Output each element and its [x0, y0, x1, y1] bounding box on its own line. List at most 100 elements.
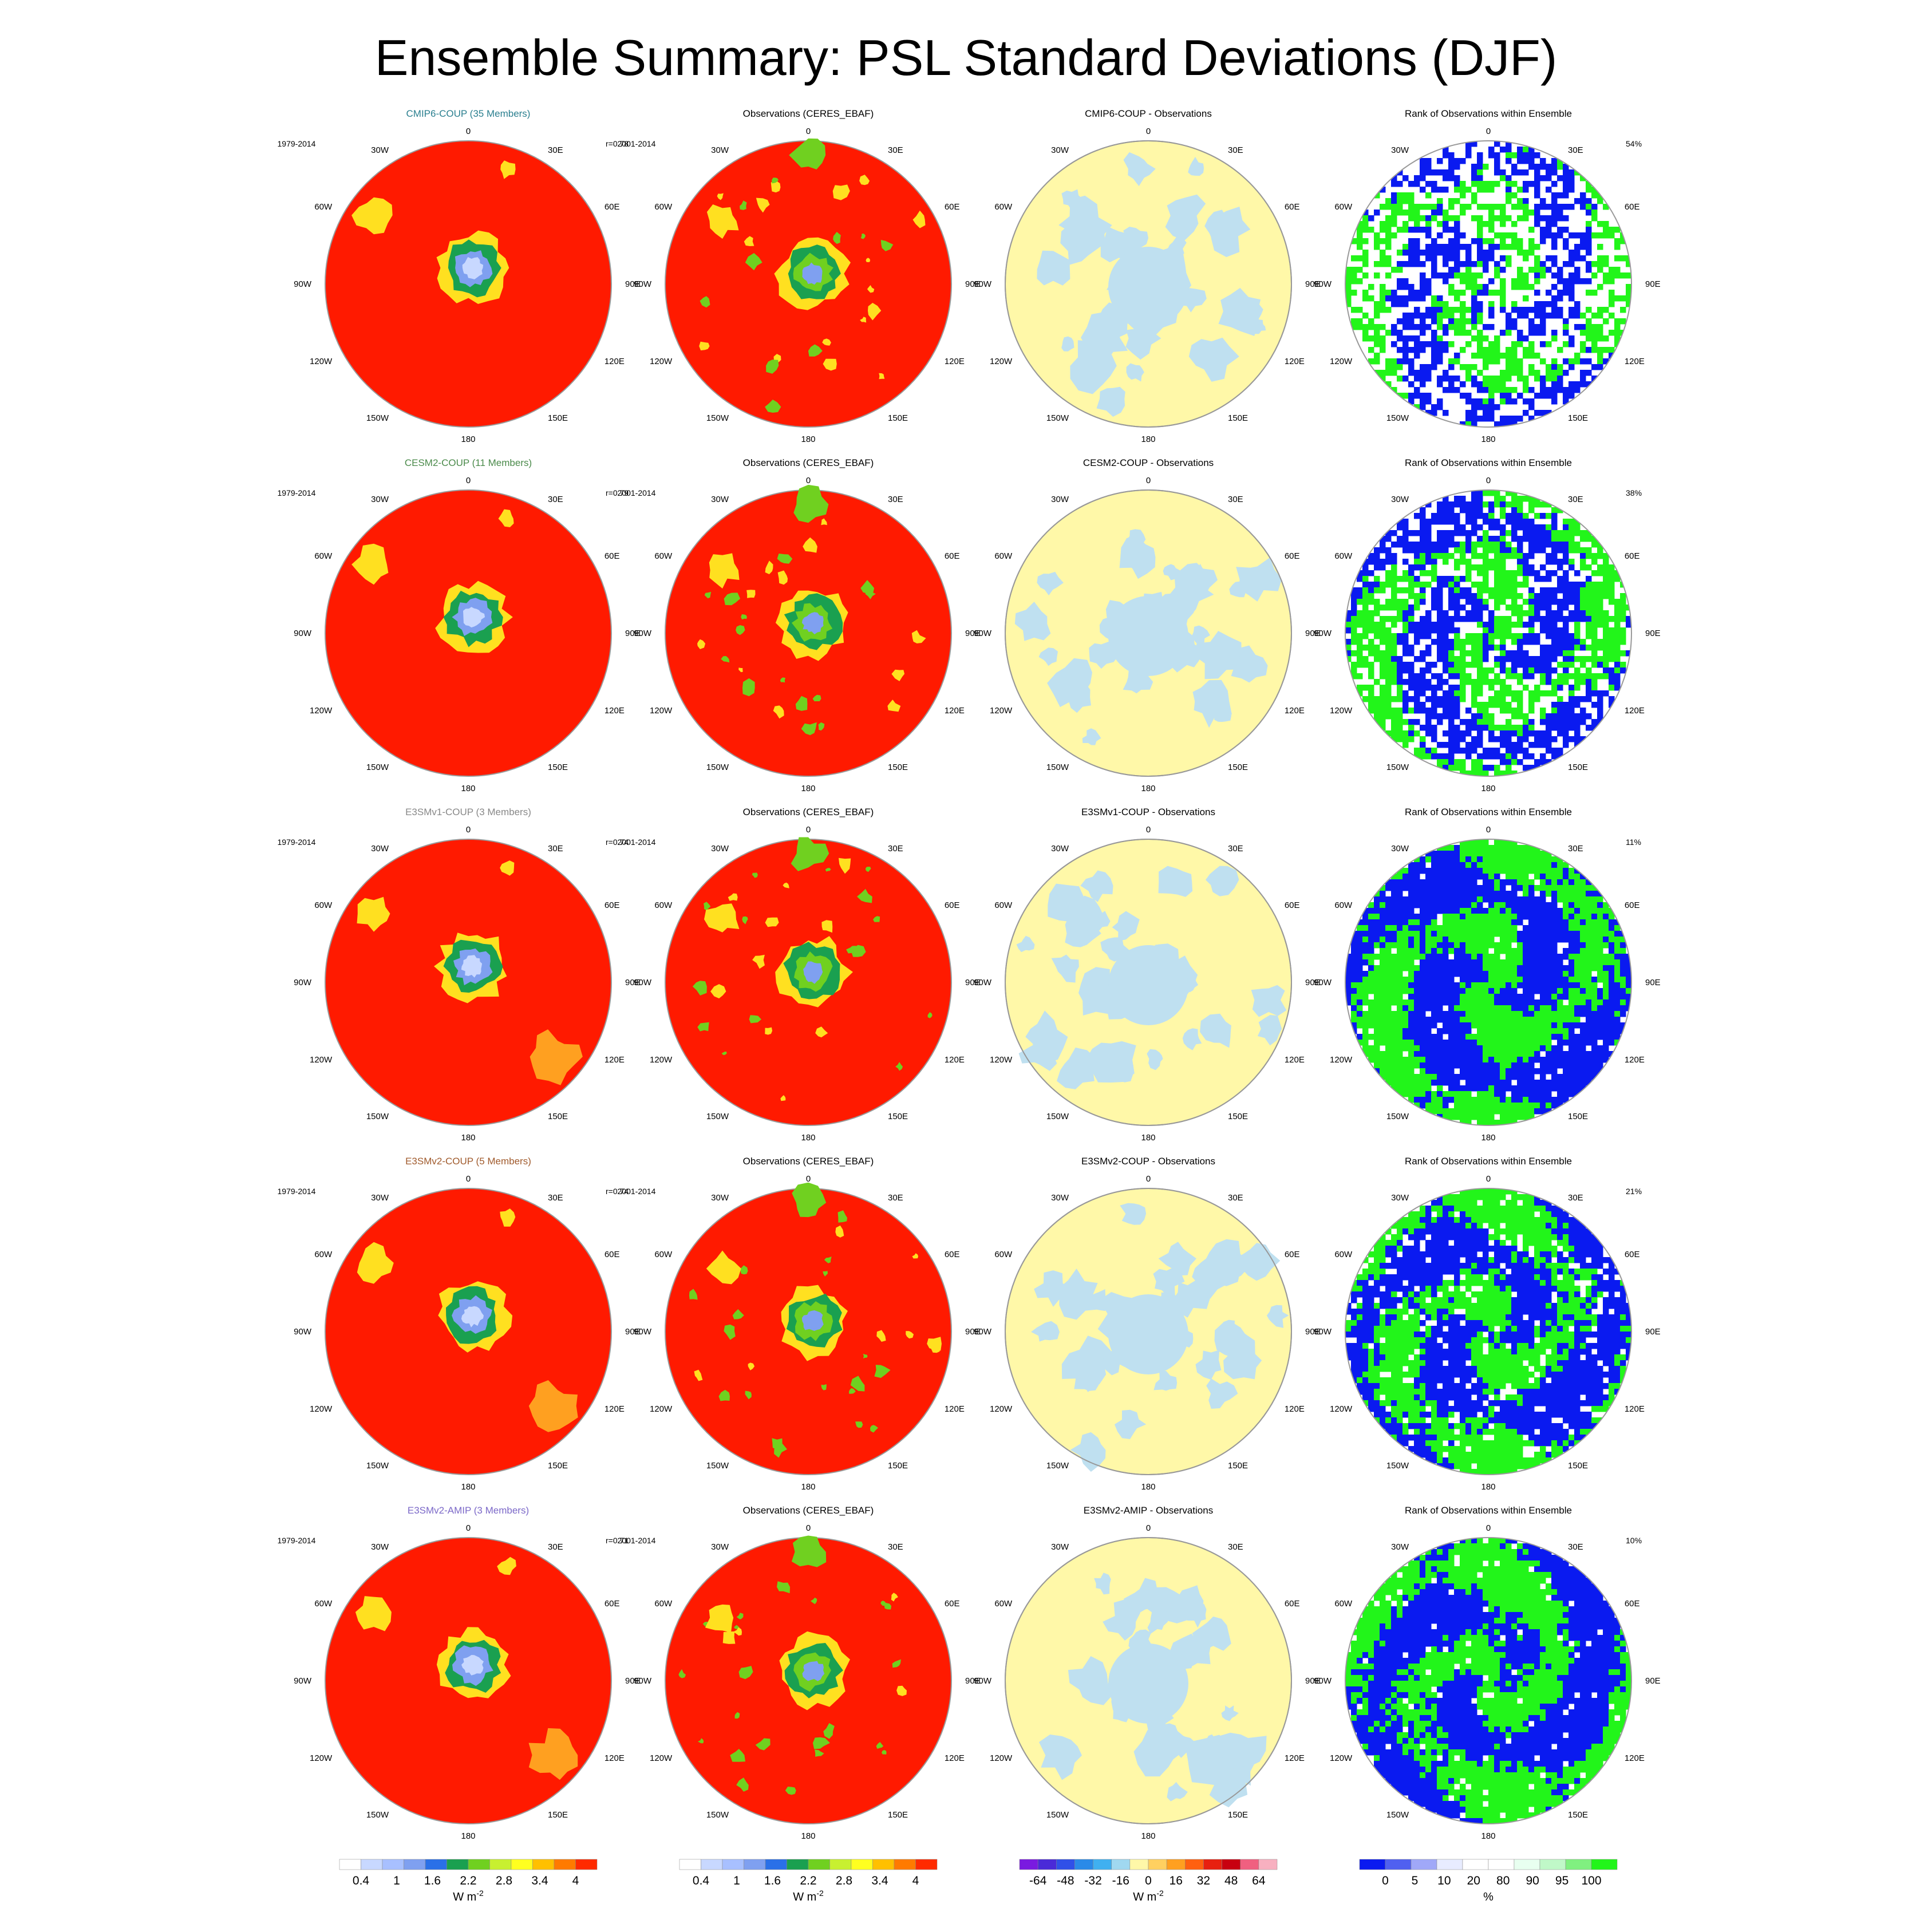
rank-cell [1597, 690, 1603, 697]
rank-cell [1597, 925, 1603, 931]
rank-cell [1620, 937, 1626, 943]
rank-cell [1574, 524, 1581, 531]
rank-cell [1437, 656, 1443, 662]
rank-cell [1454, 1108, 1460, 1115]
rank-cell [1494, 645, 1500, 651]
rank-cell [1591, 192, 1598, 199]
rank-cell [1580, 942, 1586, 949]
anomaly-patch [1031, 1321, 1060, 1342]
rank-cell [1534, 919, 1540, 926]
rank-cell [1546, 1062, 1552, 1069]
rank-cell [1471, 862, 1477, 868]
rank-cell [1443, 250, 1449, 256]
rank-cell [1517, 272, 1523, 279]
rank-cell [1603, 221, 1609, 227]
rank-cell [1488, 221, 1495, 227]
rank-cell [1609, 931, 1615, 937]
lon-label-right: 90E [625, 279, 641, 289]
rank-cell [1408, 616, 1415, 622]
rank-cell [1563, 937, 1569, 943]
rank-cell [1420, 553, 1426, 559]
rank-cell [1511, 1028, 1518, 1034]
observations-title: Observations (CERES_EBAF) [743, 1156, 874, 1167]
rank-cell [1391, 587, 1397, 594]
rank-cell [1414, 1085, 1420, 1092]
rank-cell [1357, 255, 1363, 262]
rank-cell [1500, 988, 1506, 994]
rank-cell [1374, 696, 1380, 702]
rank-cell [1437, 519, 1443, 525]
rank-cell [1448, 874, 1455, 880]
rank-cell [1460, 496, 1466, 502]
lon-label-top: 0 [466, 127, 471, 136]
rank-cell [1557, 605, 1563, 611]
rank-cell [1345, 622, 1352, 628]
rank-cell [1477, 227, 1483, 233]
rank-cell [1374, 353, 1380, 359]
rank-cell [1563, 874, 1569, 880]
rank-cell [1471, 977, 1477, 983]
rank-cell [1597, 639, 1603, 645]
rank-cell [1597, 599, 1603, 605]
rank-cell [1591, 627, 1598, 634]
rank-cell [1500, 1011, 1506, 1017]
rank-cell [1437, 891, 1443, 897]
rank-cell [1385, 937, 1392, 943]
rank-cell [1546, 370, 1552, 376]
rank-cell [1528, 347, 1535, 353]
rank-cell [1534, 902, 1540, 908]
rank-cell [1609, 937, 1615, 943]
rank-cell [1443, 856, 1449, 863]
rank-cell [1408, 1022, 1415, 1029]
rank-cell [1506, 347, 1512, 353]
rank-cell [1563, 553, 1569, 559]
rank-cell [1368, 570, 1374, 576]
anomaly-patch [821, 518, 827, 526]
rank-cell [1511, 152, 1518, 159]
rank-cell [1397, 685, 1403, 691]
rank-cell [1465, 542, 1472, 548]
rank-cell [1431, 250, 1437, 256]
rank-cell [1494, 272, 1500, 279]
rank-cell [1431, 404, 1437, 410]
rank-cell [1351, 272, 1357, 279]
rank-cell [1357, 1005, 1363, 1012]
rank-cell [1546, 942, 1552, 949]
rank-cell [1574, 353, 1581, 359]
rank-cell [1414, 1028, 1420, 1034]
rank-cell [1591, 261, 1598, 267]
rank-cell [1488, 152, 1495, 159]
rank-cell [1563, 324, 1569, 330]
rank-cell [1465, 330, 1472, 336]
rank-cell [1460, 673, 1466, 679]
rank-cell [1614, 570, 1621, 576]
lon-label-left: 150W [366, 1461, 389, 1471]
rank-cell [1557, 295, 1563, 302]
lon-label-right: 60E [1285, 900, 1300, 910]
anomaly-patch [912, 210, 926, 228]
rank-cell [1551, 685, 1558, 691]
rank-cell [1563, 559, 1569, 565]
rank-cell [1425, 982, 1432, 989]
rank-cell [1454, 318, 1460, 325]
rank-cell [1511, 519, 1518, 525]
rank-cell [1597, 284, 1603, 290]
rank-cell [1528, 1103, 1535, 1109]
rank-cell [1420, 656, 1426, 662]
anomaly-patch [1108, 1048, 1132, 1069]
rank-cell [1568, 335, 1575, 342]
rank-cell [1591, 313, 1598, 319]
observations-title: Observations (CERES_EBAF) [743, 108, 874, 119]
rank-cell [1460, 559, 1466, 565]
rank-cell [1568, 519, 1575, 525]
correlation-label: r=0.74 [606, 1187, 629, 1196]
rank-cell [1506, 530, 1512, 536]
rank-cell [1414, 965, 1420, 971]
rank-cell [1506, 999, 1512, 1006]
rank-cell [1374, 988, 1380, 994]
rank-cell [1465, 341, 1472, 347]
rank-cell [1408, 999, 1415, 1006]
rank-cell [1380, 667, 1386, 674]
rank-cell [1368, 622, 1374, 628]
rank-cell [1345, 290, 1352, 296]
